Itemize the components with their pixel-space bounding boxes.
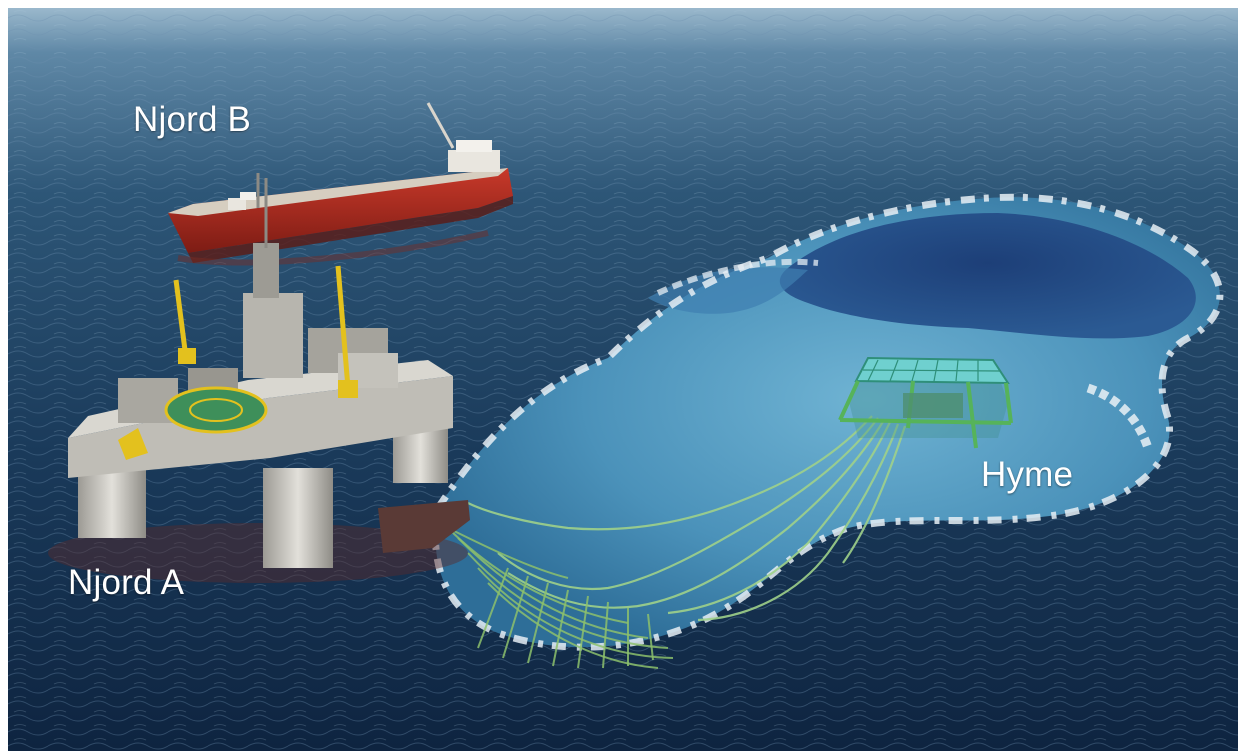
label-hyme: Hyme [981, 455, 1074, 494]
offshore-field-illustration: Njord B Njord A Hyme [8, 8, 1238, 751]
scene-artwork [8, 8, 1238, 751]
subsea-template [838, 356, 1013, 449]
deep-water-hole [779, 213, 1196, 339]
flowlines [467, 415, 907, 622]
semisub-platform [48, 178, 470, 583]
label-njord-a: Njord A [68, 563, 185, 602]
label-njord-b: Njord B [133, 100, 252, 139]
seabed-cutaway [432, 193, 1224, 651]
